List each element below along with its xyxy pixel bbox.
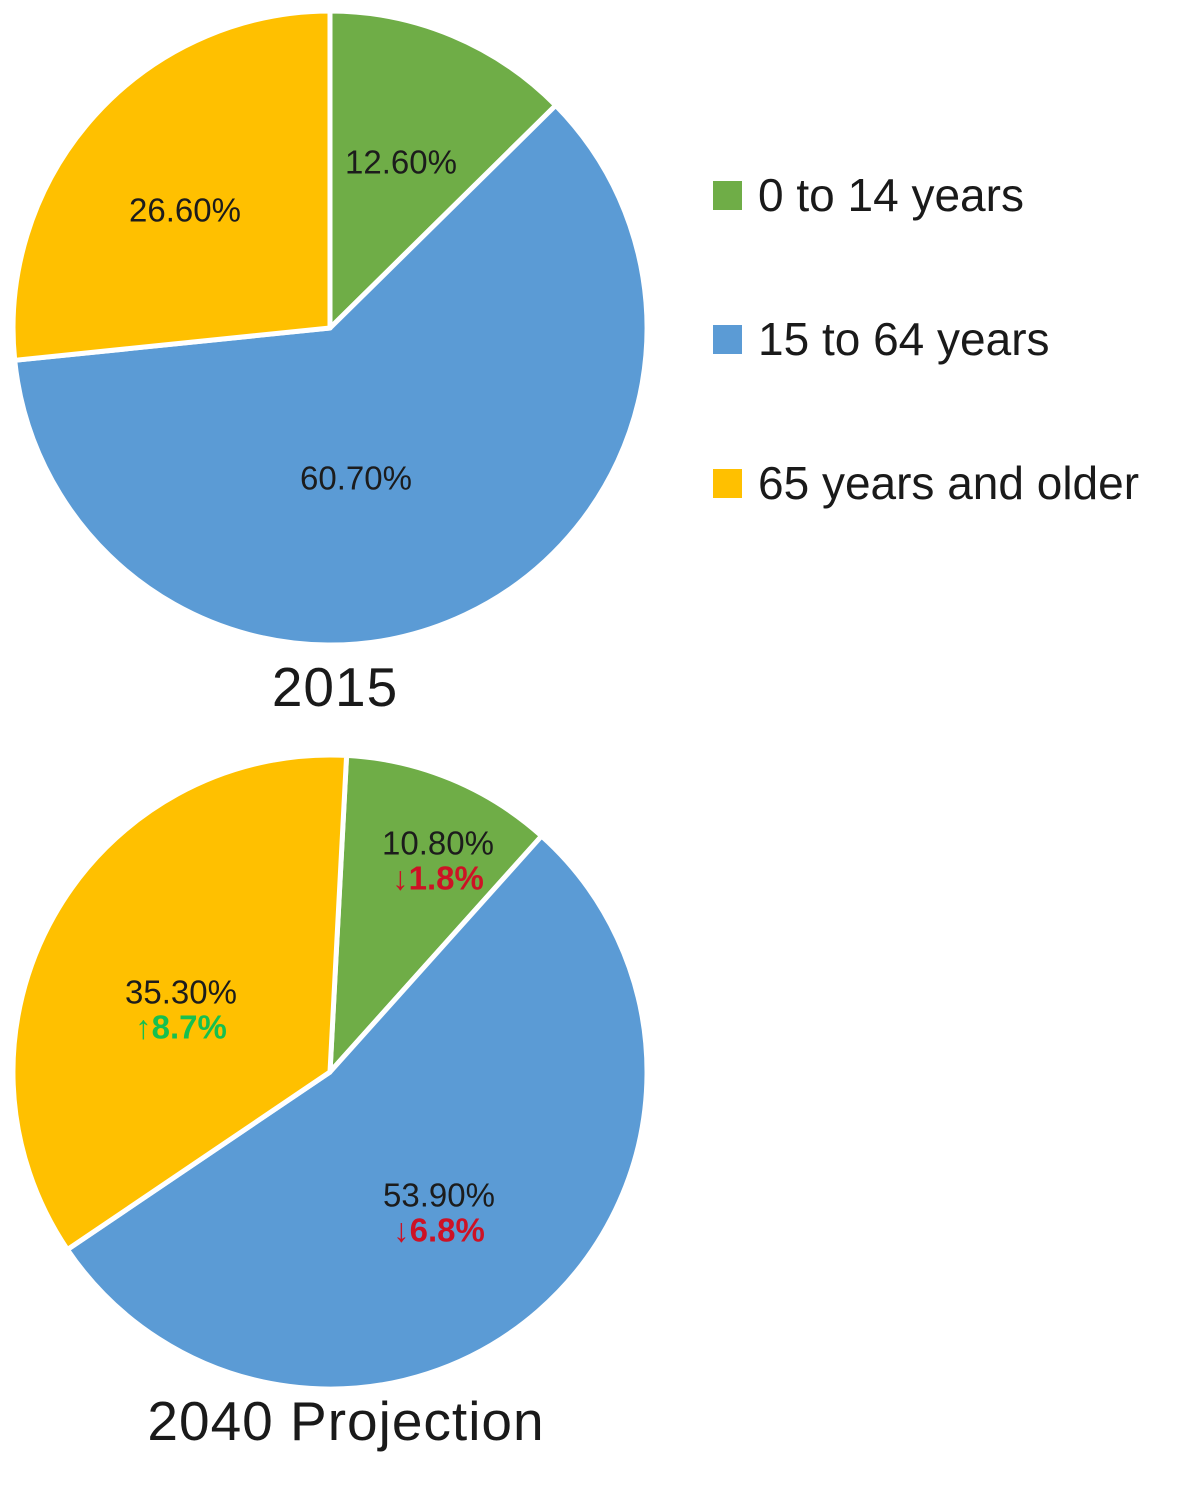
pie-slice-65-years-and-older (10, 8, 333, 363)
chart-legend: 0 to 14 years 15 to 64 years 65 years an… (713, 168, 1139, 510)
slice-value-label: 35.30% (125, 974, 237, 1011)
slice-value-label: 60.70% (300, 460, 412, 497)
slice-change-label: ↓6.8% (393, 1212, 485, 1249)
slice-value-label: 12.60% (345, 144, 457, 181)
pie-slice-65-years-and-older (10, 752, 350, 1253)
legend-label-65-years-and-older: 65 years and older (758, 457, 1140, 509)
legend-item-65-years-and-older: 65 years and older (713, 456, 1139, 510)
slice-change-label: ↑8.7% (135, 1009, 227, 1046)
pie-title-2015: 2015 (271, 656, 399, 718)
legend-label-15-to-64-years: 15 to 64 years (758, 313, 1050, 365)
slice-value-label: 26.60% (129, 192, 241, 229)
pie-slice-15-to-64-years (64, 833, 650, 1392)
slice-value-label: 53.90% (383, 1177, 495, 1214)
pie-2040-svg: 10.80%↓1.8% 53.90%↓6.8% 35.30%↑8.7% (10, 752, 650, 1392)
pie-slice-0-to-14-years (327, 752, 545, 1075)
legend-item-15-to-64-years: 15 to 64 years (713, 312, 1139, 366)
legend-swatch-yellow-icon (713, 468, 742, 498)
pie-slice-15-to-64-years (12, 102, 650, 648)
pie-title-2040-projection: 2040 Projection (147, 1390, 545, 1452)
legend-swatch-green-icon (713, 180, 742, 210)
pie-2015-svg: 12.60% 60.70% 26.60% (10, 8, 650, 648)
pie-slice-0-to-14-years (327, 8, 559, 331)
slice-change-label: ↓1.8% (392, 860, 484, 897)
legend-item-0-to-14-years: 0 to 14 years (713, 168, 1139, 222)
legend-label-0-to-14-years: 0 to 14 years (758, 169, 1024, 221)
slice-value-label: 10.80% (382, 825, 494, 862)
legend-swatch-blue-icon (713, 324, 742, 354)
